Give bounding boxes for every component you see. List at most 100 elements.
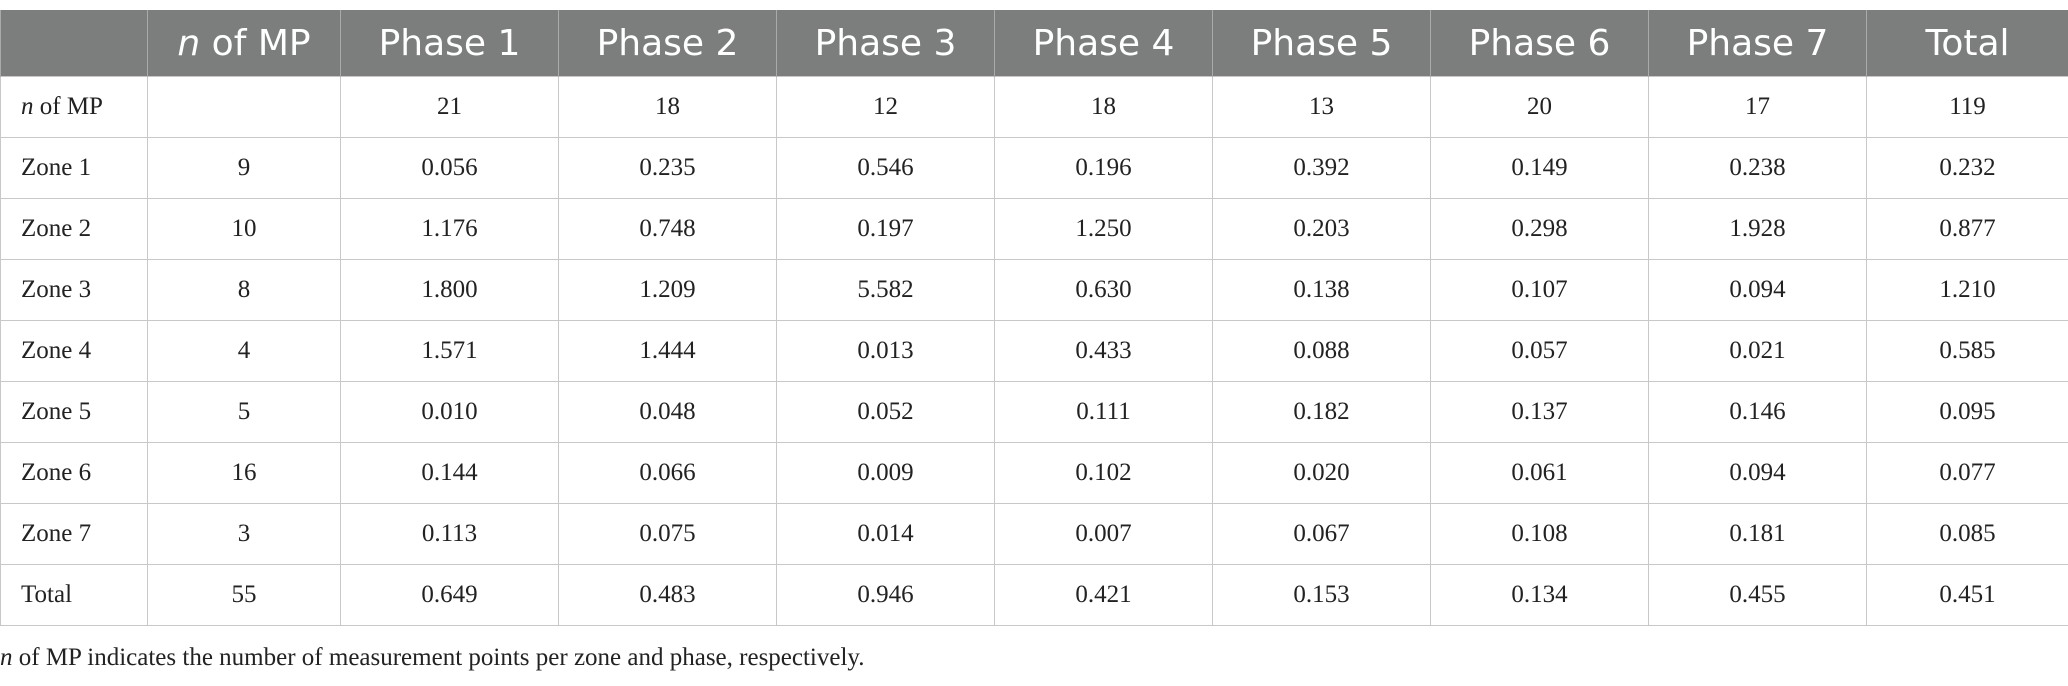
cell-nmp: 4: [147, 320, 341, 382]
table-row: Zone 4 4 1.571 1.444 0.013 0.433 0.088 0.057 0.0…: [0, 320, 2068, 382]
cell-nmp: 55: [147, 564, 341, 626]
cell-phase-2: 0.483: [558, 564, 777, 626]
table-body: n of MP 21 18 12 18 13 20 17 119 Zone 1 9 0.056 0.23…: [0, 76, 2068, 626]
header-phase-7: Phase 7: [1648, 10, 1867, 77]
cell-phase-5: 0.182: [1212, 381, 1431, 443]
row-label-text: Zone 2: [21, 215, 92, 242]
cell-phase-5: 0.203: [1212, 198, 1431, 260]
cell-phase-3: 5.582: [776, 259, 995, 321]
cell-phase-7: 1.928: [1648, 198, 1867, 260]
cell-phase-6: 0.061: [1430, 442, 1649, 504]
row-label-text: of MP: [33, 93, 103, 120]
cell-phase-5: 0.067: [1212, 503, 1431, 565]
row-label-text: Zone 7: [21, 520, 92, 547]
cell-phase-2: 0.748: [558, 198, 777, 260]
cell-phase-4: 0.111: [994, 381, 1213, 443]
cell-total: 0.585: [1866, 320, 2068, 382]
cell-phase-2: 1.444: [558, 320, 777, 382]
table-footnote: n of MP indicates the number of measurem…: [0, 644, 865, 672]
cell-phase-6: 0.149: [1430, 137, 1649, 199]
footnote-italic: n: [0, 644, 13, 671]
cell-total: 119: [1866, 76, 2068, 138]
cell-phase-7: 0.021: [1648, 320, 1867, 382]
cell-phase-1: 1.800: [340, 259, 559, 321]
cell-phase-4: 18: [994, 76, 1213, 138]
header-phase-1: Phase 1: [340, 10, 559, 77]
cell-phase-5: 13: [1212, 76, 1431, 138]
header-nmp-rest: of MP: [200, 22, 311, 64]
cell-phase-6: 0.298: [1430, 198, 1649, 260]
cell-phase-1: 1.176: [340, 198, 559, 260]
cell-phase-7: 0.181: [1648, 503, 1867, 565]
cell-total: 0.085: [1866, 503, 2068, 565]
cell-phase-1: 0.010: [340, 381, 559, 443]
cell-phase-1: 0.649: [340, 564, 559, 626]
cell-phase-1: 21: [340, 76, 559, 138]
table-row: Zone 2 10 1.176 0.748 0.197 1.250 0.203 0.298 1.…: [0, 198, 2068, 260]
header-row: n of MP Phase 1 Phase 2 Phase 3 Phase 4 …: [0, 10, 2068, 77]
data-table: n of MP Phase 1 Phase 2 Phase 3 Phase 4 …: [0, 10, 2068, 626]
cell-phase-4: 0.196: [994, 137, 1213, 199]
row-label: n of MP: [0, 76, 148, 138]
cell-phase-2: 1.209: [558, 259, 777, 321]
row-label-text: Zone 5: [21, 398, 92, 425]
row-label: Total: [0, 564, 148, 626]
row-label-text: Total: [21, 581, 73, 608]
cell-phase-3: 0.197: [776, 198, 995, 260]
cell-phase-4: 0.007: [994, 503, 1213, 565]
cell-phase-5: 0.392: [1212, 137, 1431, 199]
cell-phase-6: 0.107: [1430, 259, 1649, 321]
cell-nmp: 16: [147, 442, 341, 504]
cell-phase-7: 0.094: [1648, 259, 1867, 321]
row-label: Zone 1: [0, 137, 148, 199]
cell-total: 0.077: [1866, 442, 2068, 504]
cell-phase-5: 0.153: [1212, 564, 1431, 626]
header-phase-6: Phase 6: [1430, 10, 1649, 77]
cell-nmp: 10: [147, 198, 341, 260]
cell-phase-6: 20: [1430, 76, 1649, 138]
cell-phase-7: 0.455: [1648, 564, 1867, 626]
table-row: Zone 6 16 0.144 0.066 0.009 0.102 0.020 0.061 0.…: [0, 442, 2068, 504]
cell-phase-6: 0.108: [1430, 503, 1649, 565]
header-phase-4: Phase 4: [994, 10, 1213, 77]
table-row: Total 55 0.649 0.483 0.946 0.421 0.153 0.134 0.4…: [0, 564, 2068, 626]
cell-phase-7: 0.238: [1648, 137, 1867, 199]
cell-nmp: [147, 76, 341, 138]
cell-nmp: 3: [147, 503, 341, 565]
row-label-text: Zone 3: [21, 276, 92, 303]
cell-phase-1: 1.571: [340, 320, 559, 382]
cell-phase-2: 0.048: [558, 381, 777, 443]
row-label-text: Zone 4: [21, 337, 92, 364]
cell-phase-3: 0.546: [776, 137, 995, 199]
footnote-text: of MP indicates the number of measuremen…: [12, 644, 865, 671]
cell-phase-4: 1.250: [994, 198, 1213, 260]
header-nmp-italic: n: [177, 22, 201, 64]
header-total: Total: [1866, 10, 2068, 77]
cell-phase-6: 0.134: [1430, 564, 1649, 626]
table-row: Zone 5 5 0.010 0.048 0.052 0.111 0.182 0.137 0.1…: [0, 381, 2068, 443]
cell-phase-3: 0.013: [776, 320, 995, 382]
cell-phase-7: 17: [1648, 76, 1867, 138]
cell-phase-4: 0.433: [994, 320, 1213, 382]
cell-phase-2: 0.075: [558, 503, 777, 565]
row-label: Zone 5: [0, 381, 148, 443]
cell-phase-2: 0.235: [558, 137, 777, 199]
cell-phase-1: 0.113: [340, 503, 559, 565]
cell-phase-1: 0.056: [340, 137, 559, 199]
cell-total: 0.095: [1866, 381, 2068, 443]
header-nmp: n of MP: [147, 10, 341, 77]
row-label: Zone 6: [0, 442, 148, 504]
cell-phase-4: 0.102: [994, 442, 1213, 504]
cell-phase-6: 0.137: [1430, 381, 1649, 443]
cell-phase-4: 0.630: [994, 259, 1213, 321]
row-label-italic: n: [21, 93, 34, 120]
header-phase-2: Phase 2: [558, 10, 777, 77]
cell-nmp: 5: [147, 381, 341, 443]
cell-nmp: 8: [147, 259, 341, 321]
cell-phase-3: 0.052: [776, 381, 995, 443]
header-corner-cell: [0, 10, 148, 77]
cell-phase-1: 0.144: [340, 442, 559, 504]
cell-phase-3: 0.946: [776, 564, 995, 626]
cell-phase-6: 0.057: [1430, 320, 1649, 382]
table-row: Zone 1 9 0.056 0.235 0.546 0.196 0.392 0.149 0.2…: [0, 137, 2068, 199]
